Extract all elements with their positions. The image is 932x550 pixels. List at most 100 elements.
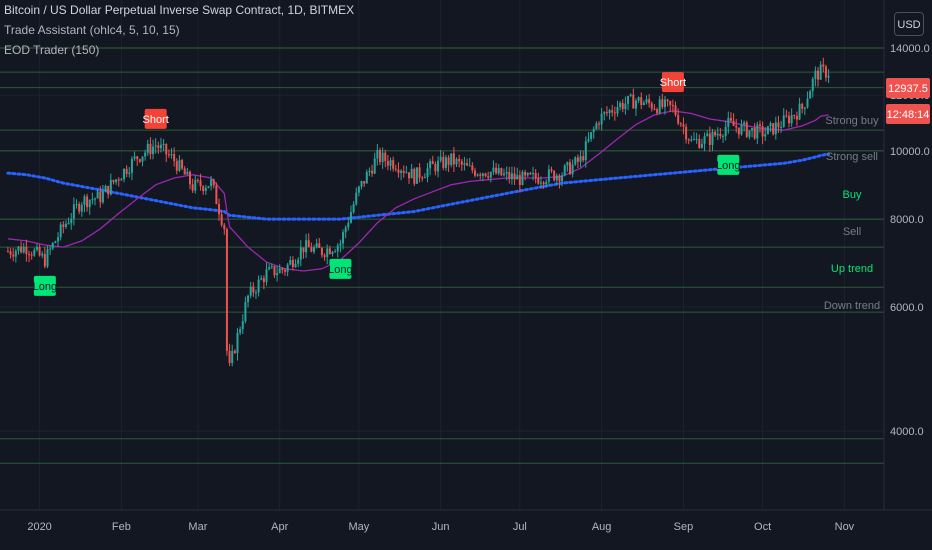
candle — [524, 169, 527, 181]
candle-body — [22, 246, 25, 253]
indicator-eod-trader[interactable]: EOD Trader (150) — [4, 43, 100, 57]
time-axis[interactable]: 2020 Feb Mar Apr May Jun Jul Aug Sep Oct Nov — [27, 521, 854, 533]
candle — [400, 169, 403, 181]
candle-body — [386, 161, 389, 166]
candle-body — [244, 301, 247, 322]
symbol-title[interactable]: Bitcoin / US Dollar Perpetual Inverse Sw… — [4, 3, 355, 17]
panel-label: Down trend — [824, 300, 880, 312]
candle — [542, 180, 545, 189]
candle-body — [503, 173, 506, 176]
candle — [352, 201, 355, 214]
candle-body — [249, 286, 252, 296]
candle — [196, 178, 199, 184]
candle — [62, 221, 65, 234]
candle-body — [181, 160, 184, 169]
candle-body — [505, 171, 508, 174]
candle-body — [196, 179, 199, 181]
candle — [181, 158, 184, 171]
candle-body — [463, 163, 466, 165]
panel-label: Sell — [843, 226, 861, 238]
candle-body — [64, 223, 67, 227]
candle-body — [294, 263, 297, 268]
candle-body — [112, 180, 115, 183]
candle-body — [819, 64, 822, 80]
candle-body — [109, 180, 112, 195]
candle — [634, 98, 637, 116]
candle — [175, 158, 178, 175]
candle — [72, 197, 75, 226]
candle — [761, 121, 764, 145]
candles — [6, 57, 830, 367]
candle — [41, 251, 44, 259]
candle — [167, 149, 170, 158]
candle — [146, 139, 149, 156]
candle-body — [666, 99, 669, 102]
candle — [199, 173, 202, 191]
candle — [574, 156, 577, 166]
candle — [458, 154, 461, 168]
signal-box — [329, 258, 352, 279]
candle-body — [513, 173, 516, 180]
candle — [753, 122, 756, 141]
candle-body — [579, 156, 582, 162]
candle-body — [278, 268, 281, 274]
candle — [54, 240, 57, 244]
candle — [154, 138, 157, 154]
time-tick-label: 2020 — [27, 521, 51, 533]
candle — [141, 156, 144, 167]
currency-button[interactable]: USD — [894, 12, 924, 36]
candle — [497, 163, 500, 176]
candle-body — [363, 181, 366, 184]
candle-body — [260, 278, 263, 280]
candle — [444, 154, 447, 171]
candle — [611, 104, 614, 117]
candle-body — [774, 122, 777, 135]
candle-body — [99, 191, 102, 203]
candle — [202, 185, 205, 195]
candle — [281, 267, 284, 274]
candle — [479, 172, 482, 180]
indicator-trade-assistant[interactable]: Trade Assistant (ohlc4, 5, 10, 15) — [4, 23, 180, 37]
candle-body — [553, 170, 556, 181]
candle-body — [743, 122, 746, 125]
candle — [421, 175, 424, 182]
candle — [186, 167, 189, 175]
candle — [803, 106, 806, 116]
candle — [521, 169, 524, 186]
candle — [716, 127, 719, 141]
candle — [363, 181, 366, 187]
candle — [371, 164, 374, 177]
candle-body — [426, 168, 429, 178]
candle-body — [476, 174, 479, 176]
candle-body — [326, 248, 329, 257]
candle — [719, 128, 722, 139]
candle — [305, 233, 308, 259]
candle — [616, 100, 619, 117]
candle — [500, 167, 503, 177]
candle-body — [57, 237, 60, 242]
candle-body — [439, 156, 442, 161]
candle — [86, 193, 89, 212]
candle — [57, 232, 60, 247]
time-tick-label: Mar — [188, 521, 207, 533]
candle — [806, 91, 809, 109]
candle-body — [349, 212, 352, 223]
candle-body — [405, 172, 408, 174]
candle — [785, 109, 788, 118]
candle-body — [621, 102, 624, 110]
last-price: 12937.5 — [888, 83, 928, 95]
candle-body — [711, 131, 714, 146]
candle-body — [117, 179, 120, 181]
candle-body — [645, 99, 648, 103]
candle-body — [159, 144, 162, 149]
candle — [225, 227, 228, 356]
price-tick-label: 10000.0 — [890, 146, 930, 158]
candle — [78, 201, 81, 215]
candle — [679, 122, 682, 127]
candle — [133, 151, 136, 161]
candle-body — [782, 115, 785, 127]
candle-body — [14, 250, 17, 257]
candle — [809, 89, 812, 99]
